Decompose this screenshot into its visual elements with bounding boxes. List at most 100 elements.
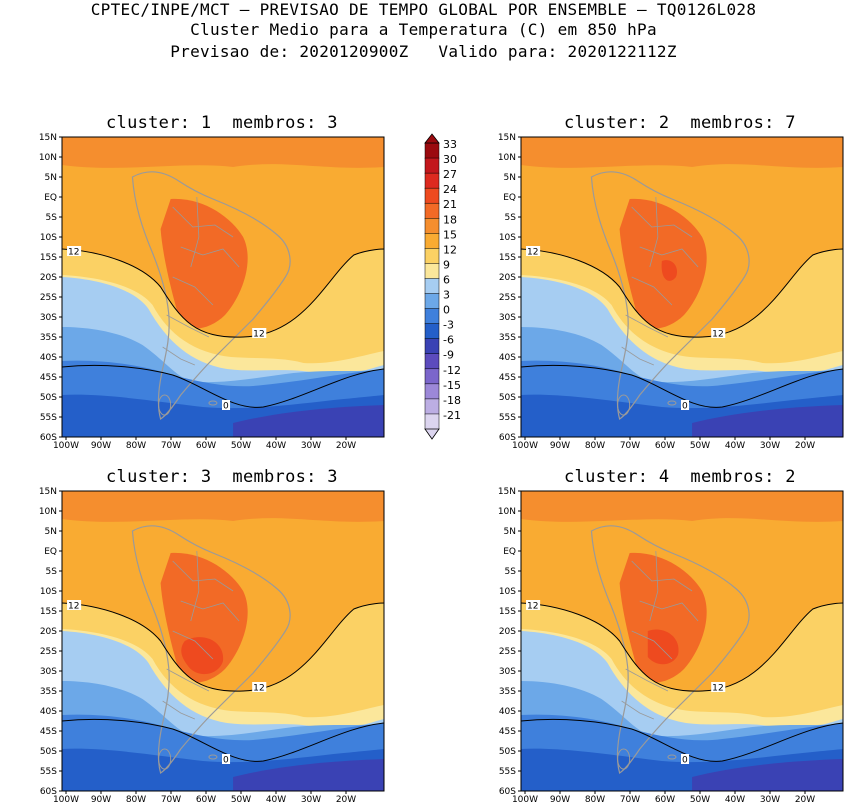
temperature-band: [692, 759, 843, 791]
panel-title-4: cluster: 4 membros: 2: [564, 467, 796, 487]
colorbar-label: 33: [443, 138, 457, 151]
colorbar-label: -9: [443, 349, 454, 362]
colorbar-label: 15: [443, 228, 457, 241]
map-panel: 12 12 0: [520, 490, 844, 792]
lon-label: 70W: [620, 441, 640, 451]
lat-label: 35S: [40, 333, 57, 343]
lat-label: 15S: [499, 253, 516, 263]
lat-label: 30S: [40, 313, 57, 323]
colorbar-swatch: [424, 323, 440, 340]
lon-label: 100W: [53, 795, 79, 803]
country-border: [172, 276, 214, 306]
header-dates: Previsao de: 2020120900Z Valido para: 20…: [170, 42, 677, 61]
contour-label: 0: [680, 400, 690, 411]
island: [617, 394, 631, 416]
contour-line: [62, 718, 385, 762]
lat-label: 5N: [504, 173, 516, 183]
colorbar-label: -12: [443, 364, 461, 377]
country-border: [631, 206, 693, 238]
temperature-band: [160, 198, 248, 329]
lon-label: 80W: [585, 795, 605, 803]
temperature-band: [62, 137, 384, 168]
temperature-band: [692, 405, 843, 437]
panel-title-3: cluster: 3 membros: 3: [106, 467, 338, 487]
colorbar-bottom-arrow: [424, 428, 440, 440]
map-frame: [520, 490, 844, 792]
lat-label: 20S: [40, 627, 57, 637]
lat-label: 45S: [40, 373, 57, 383]
contour-label-text: 12: [68, 248, 80, 258]
country-border: [639, 600, 699, 622]
contour-label: 12: [67, 600, 82, 612]
country-border: [166, 668, 210, 692]
lat-label: EQ: [44, 547, 57, 557]
lon-label: 60W: [196, 795, 216, 803]
contour-line: [521, 248, 844, 338]
country-border: [180, 246, 240, 268]
warm-core: [661, 260, 678, 281]
contour-label-text: 12: [527, 602, 539, 612]
colorbar-swatch: [424, 218, 440, 234]
contour-label-text: 12: [253, 330, 265, 340]
lat-label: 55S: [40, 413, 57, 423]
lon-label: 60W: [655, 795, 675, 803]
lat-label: 25S: [499, 293, 516, 303]
lat-label: 50S: [40, 747, 57, 757]
contour-line: [62, 602, 385, 692]
country-border: [649, 550, 659, 622]
lon-label: 80W: [585, 441, 605, 451]
colorbar-swatch: [424, 233, 440, 249]
lat-label: 5S: [505, 567, 517, 577]
colorbar-swatch: [424, 202, 440, 219]
country-border: [180, 600, 240, 622]
lat-label: 5N: [45, 173, 57, 183]
lat-label: 10N: [39, 507, 57, 517]
map-axes: 15N 10N 5N EQ 5S 10S 15S 20S 25S 30S 35S 40S 45S 50S 5…: [498, 487, 815, 803]
colorbar-swatch: [424, 368, 440, 385]
colorbar-swatch: [424, 157, 440, 174]
contour-line: [521, 602, 844, 692]
colorbar-swatch: [424, 248, 440, 264]
lat-label: 30S: [499, 313, 516, 323]
colorbar-label: 27: [443, 168, 457, 181]
lat-label: 45S: [40, 727, 57, 737]
coastline: [131, 525, 291, 774]
map-frame: [61, 490, 385, 792]
lon-label: 90W: [91, 441, 111, 451]
contour-line: [62, 364, 385, 408]
temperature-band: [62, 491, 384, 522]
lon-label: 50W: [231, 441, 251, 451]
contour-label-text: 12: [68, 602, 80, 612]
map-panel: 12 12 0: [61, 490, 385, 792]
colorbar-swatch: [424, 353, 440, 370]
lat-label: 40S: [499, 707, 516, 717]
colorbar-label: 18: [443, 213, 457, 226]
contour-label-text: 0: [223, 756, 229, 766]
coastline: [590, 171, 750, 420]
country-border: [162, 700, 195, 720]
country-border: [649, 196, 659, 268]
colorbar-label: -18: [443, 394, 461, 407]
lat-label: 15N: [498, 487, 516, 497]
lat-label: 50S: [499, 747, 516, 757]
lat-label: EQ: [503, 193, 516, 203]
lon-label: 80W: [126, 441, 146, 451]
lat-label: 15N: [39, 487, 57, 497]
temperature-band: [521, 137, 843, 168]
lon-label: 70W: [161, 795, 181, 803]
header-subtitle: Cluster Medio para a Temperatura (C) em …: [190, 20, 657, 39]
warm-core: [181, 637, 224, 675]
colorbar-label: 21: [443, 198, 457, 211]
colorbar-swatch: [424, 263, 440, 280]
island: [208, 754, 218, 760]
contour-label: 12: [711, 682, 726, 693]
country-border: [621, 346, 654, 366]
temperature-band: [619, 552, 707, 683]
lat-label: 35S: [499, 333, 516, 343]
lat-label: 55S: [40, 767, 57, 777]
contour-line: [521, 718, 844, 762]
colorbar-label: -15: [443, 379, 461, 392]
colorbar-swatch: [424, 398, 440, 415]
coastline: [590, 525, 750, 774]
